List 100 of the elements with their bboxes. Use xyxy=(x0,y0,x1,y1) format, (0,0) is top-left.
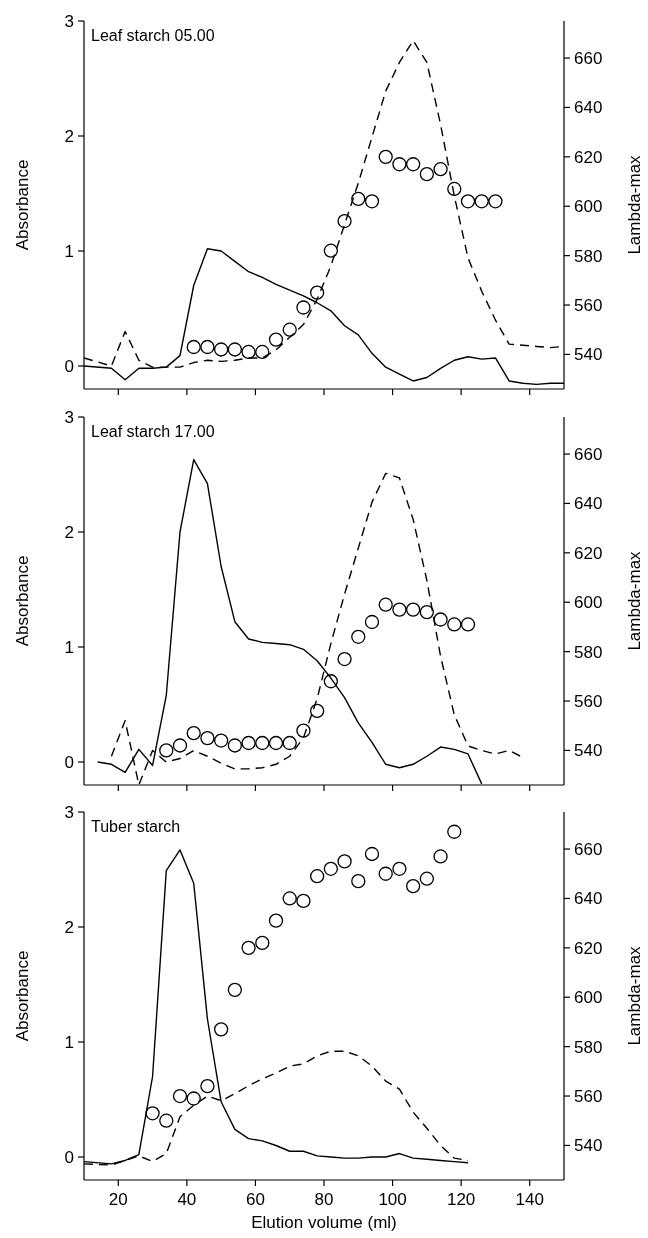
point xyxy=(447,824,462,839)
point xyxy=(337,651,352,667)
y-tick-label: 2 xyxy=(64,918,74,937)
point xyxy=(392,861,407,876)
y2-tick-label: 540 xyxy=(574,1136,603,1156)
x-tick-label: 100 xyxy=(378,1190,407,1209)
y2-tick-label: 660 xyxy=(574,840,603,860)
point xyxy=(405,602,421,617)
y2-tick-label: 620 xyxy=(574,543,603,563)
point xyxy=(364,846,380,862)
point xyxy=(282,891,297,906)
chart-title: Leaf starch 17.00 xyxy=(91,423,215,440)
y-tick-label: 1 xyxy=(64,1033,74,1052)
point xyxy=(351,874,366,889)
point xyxy=(282,735,297,751)
point xyxy=(364,614,380,630)
point xyxy=(200,339,215,355)
point xyxy=(296,723,311,738)
y-tick-label: 0 xyxy=(64,753,74,772)
chart-title: Tuber starch xyxy=(91,818,181,835)
point xyxy=(488,194,503,209)
point xyxy=(227,342,243,357)
point xyxy=(392,602,407,617)
point xyxy=(200,730,215,746)
y-tick-label: 2 xyxy=(64,127,74,146)
y-tick-label: 3 xyxy=(64,12,74,31)
point xyxy=(241,735,256,751)
point xyxy=(378,149,393,164)
point xyxy=(159,1113,174,1128)
y2-tick-label: 620 xyxy=(574,938,603,958)
point xyxy=(309,703,325,719)
point xyxy=(419,604,435,620)
x-tick-label: 120 xyxy=(446,1190,476,1209)
y2-tick-label: 600 xyxy=(574,988,603,1008)
y2-tick-label: 540 xyxy=(574,345,603,365)
point xyxy=(213,1022,229,1037)
y2-tick-label: 600 xyxy=(574,593,603,613)
y2-tick-label: 640 xyxy=(574,98,603,118)
y2-axis-title: Lambda-max xyxy=(625,154,644,255)
point xyxy=(186,725,201,741)
y-axis-title: Absorbance xyxy=(13,555,32,647)
y2-tick-label: 560 xyxy=(574,296,603,316)
point xyxy=(405,878,421,894)
y-axis-title: Absorbance xyxy=(13,159,32,251)
y-tick-label: 2 xyxy=(64,523,74,542)
point xyxy=(172,738,188,753)
chart-title: Leaf starch 05.00 xyxy=(91,27,215,44)
y-tick-label: 3 xyxy=(64,408,74,427)
x-tick-label: 40 xyxy=(177,1190,197,1209)
y2-tick-label: 640 xyxy=(574,494,603,514)
point xyxy=(447,181,462,197)
point xyxy=(296,300,311,315)
point xyxy=(337,213,352,229)
point xyxy=(186,339,201,355)
point xyxy=(145,1106,160,1121)
point xyxy=(241,344,256,360)
y2-tick-label: 580 xyxy=(574,642,603,662)
point xyxy=(351,629,366,644)
point xyxy=(405,157,421,172)
y2-tick-label: 600 xyxy=(574,197,603,217)
x-tick-label: 80 xyxy=(314,1190,334,1209)
point xyxy=(213,733,229,748)
point xyxy=(309,285,325,300)
y2-tick-label: 580 xyxy=(574,246,603,266)
point xyxy=(323,674,339,689)
y-tick-label: 1 xyxy=(64,638,74,657)
point xyxy=(433,612,448,627)
point xyxy=(433,849,448,864)
y2-tick-label: 580 xyxy=(574,1037,603,1057)
y2-axis-title: Lambda-max xyxy=(625,945,644,1046)
point xyxy=(268,913,284,928)
y2-tick-label: 560 xyxy=(574,692,603,712)
point xyxy=(419,166,435,182)
point xyxy=(268,735,284,751)
point xyxy=(255,344,270,360)
point xyxy=(186,1091,201,1106)
x-tick-label: 20 xyxy=(108,1190,128,1209)
point xyxy=(460,194,476,209)
y2-tick-label: 640 xyxy=(574,889,603,909)
y2-tick-label: 560 xyxy=(574,1087,603,1107)
point xyxy=(419,871,435,886)
point xyxy=(337,854,352,869)
point xyxy=(447,617,462,632)
point xyxy=(241,940,256,955)
point xyxy=(433,162,448,177)
y-tick-label: 0 xyxy=(64,357,74,376)
x-tick-label: 140 xyxy=(515,1190,544,1209)
point xyxy=(227,738,243,753)
point xyxy=(460,617,476,632)
point xyxy=(227,982,243,997)
y-tick-label: 3 xyxy=(64,803,74,822)
point xyxy=(296,893,311,909)
y2-tick-label: 660 xyxy=(574,49,603,69)
y2-axis-title: Lambda-max xyxy=(625,550,644,651)
point xyxy=(200,1079,215,1094)
point xyxy=(255,735,270,751)
point xyxy=(378,866,393,881)
point xyxy=(323,861,339,876)
point xyxy=(364,194,380,209)
point xyxy=(268,332,284,347)
